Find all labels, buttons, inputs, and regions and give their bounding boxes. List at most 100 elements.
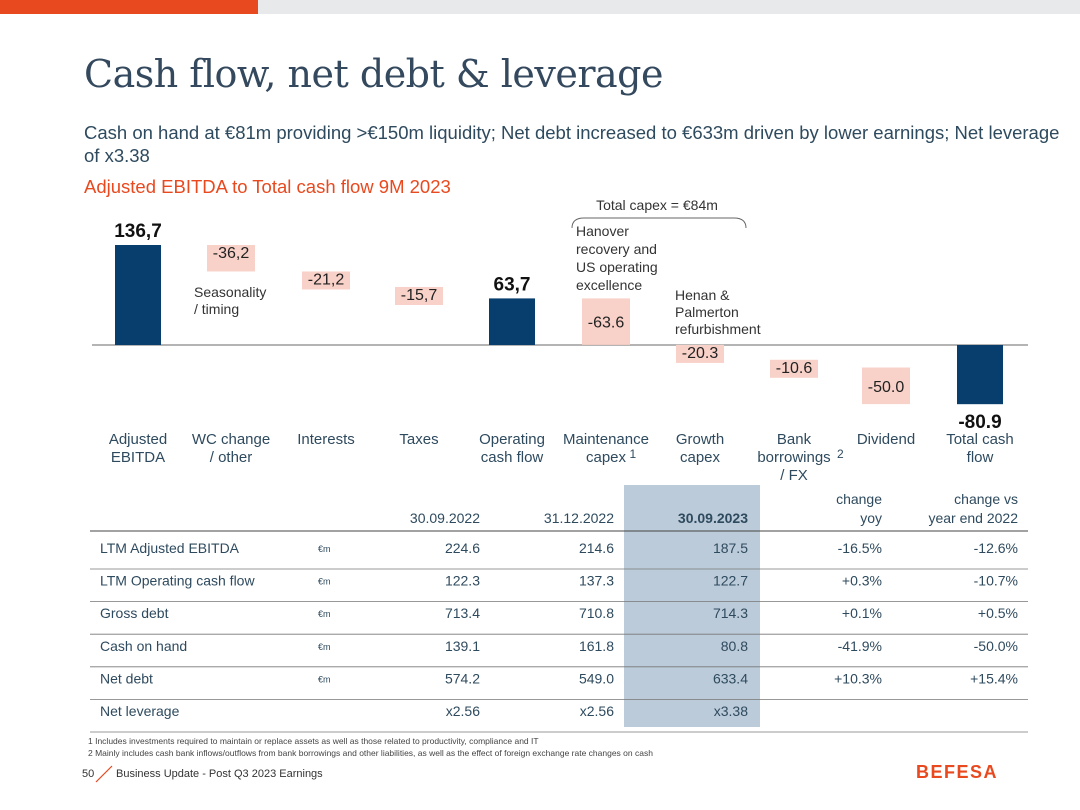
category-label-10: Total cash xyxy=(946,431,1014,448)
table-header-5: change xyxy=(836,491,882,507)
bar-total-1 xyxy=(115,245,161,345)
bar-delta-8 xyxy=(770,359,818,378)
value-label-7: -20.3 xyxy=(682,345,719,362)
table-cell: 549.0 xyxy=(579,670,614,686)
annotation-seasonality: Seasonality xyxy=(194,284,266,300)
bar-total-10 xyxy=(957,345,1003,405)
bar-delta-7 xyxy=(676,344,724,363)
category-superscript-6: 1 xyxy=(630,447,637,461)
annotation-seasonality: / timing xyxy=(194,301,239,317)
table-cell: -50.0% xyxy=(974,638,1018,654)
table-cell: x3.38 xyxy=(714,703,748,719)
table-row-unit: €m xyxy=(318,577,331,587)
table-cell: -10.7% xyxy=(974,573,1018,589)
chart-title: Adjusted EBITDA to Total cash flow 9M 20… xyxy=(84,176,451,197)
table-row-label: Gross debt xyxy=(100,605,169,621)
category-superscript-8: 2 xyxy=(837,447,844,461)
table-header-2: 30.09.2022 xyxy=(410,510,480,526)
highlight-column xyxy=(624,485,760,727)
page-subtitle: Cash on hand at €81m providing >€150m li… xyxy=(84,122,1060,166)
table-cell: 574.2 xyxy=(445,670,480,686)
table-row-unit: €m xyxy=(318,674,331,684)
page-title: Cash flow, net debt & leverage xyxy=(84,52,664,96)
category-label-8: borrowings xyxy=(757,449,830,466)
footer-text: Business Update - Post Q3 2023 Earnings xyxy=(116,768,323,780)
table-header-6: change vs xyxy=(954,491,1018,507)
category-label-1: Adjusted xyxy=(109,431,167,448)
value-label-1: 136,7 xyxy=(114,221,162,242)
table-cell: 714.3 xyxy=(713,605,748,621)
table-cell: 139.1 xyxy=(445,638,480,654)
table-cell: -16.5% xyxy=(838,540,882,556)
table-header-4: 30.09.2023 xyxy=(678,510,748,526)
table-cell: 122.7 xyxy=(713,573,748,589)
waterfall-chart: 136,7 -36,2 -21,2 -15,7 63,7 -63.6 -20.3 -10.6 -… xyxy=(92,197,1028,484)
table-header-3: 31.12.2022 xyxy=(544,510,614,526)
value-label-9: -50.0 xyxy=(868,379,905,396)
footnote-2: 2 Mainly includes cash bank inflows/outf… xyxy=(88,748,653,758)
table-cell: 122.3 xyxy=(445,573,480,589)
table-cell: -41.9% xyxy=(838,638,882,654)
category-label-7: Growth xyxy=(676,431,724,448)
category-label-3: Interests xyxy=(297,431,355,448)
top-bar xyxy=(258,0,1080,14)
bar-total-5 xyxy=(489,298,535,345)
table-row-label: LTM Operating cash flow xyxy=(100,573,255,589)
table-cell: 80.8 xyxy=(721,638,748,654)
table-cell: 710.8 xyxy=(579,605,614,621)
table-cell: 161.8 xyxy=(579,638,614,654)
annotation-total-capex: Total capex = €84m xyxy=(596,197,718,213)
value-label-10: -80.9 xyxy=(958,412,1001,433)
value-label-8: -10.6 xyxy=(776,360,813,377)
table-cell: +15.4% xyxy=(970,670,1018,686)
bar-delta-9 xyxy=(862,367,910,405)
table-cell: +10.3% xyxy=(834,670,882,686)
footnote-1: 1 Includes investments required to maint… xyxy=(88,736,539,746)
table-row-unit: €m xyxy=(318,544,331,554)
category-label-5: cash flow xyxy=(481,449,544,466)
table-row-label: Cash on hand xyxy=(100,638,187,654)
metrics-table: 30.09.2022 31.12.2022 30.09.2023 change yoy c… xyxy=(90,485,1028,733)
category-label-6: capex xyxy=(586,449,627,466)
annotation-henan: Palmerton xyxy=(675,304,739,320)
annotation-henan: refurbishment xyxy=(675,321,761,337)
table-cell: +0.1% xyxy=(842,605,882,621)
table-cell: 713.4 xyxy=(445,605,480,621)
value-label-3: -21,2 xyxy=(308,271,345,288)
bar-delta-3 xyxy=(302,271,350,290)
table-cell: x2.56 xyxy=(580,703,614,719)
category-label-10: flow xyxy=(967,449,994,466)
capex-bracket xyxy=(571,217,747,229)
category-label-4: Taxes xyxy=(399,431,438,448)
table-row-unit: €m xyxy=(318,609,331,619)
table-row-unit: €m xyxy=(318,642,331,652)
category-label-8: Bank xyxy=(777,431,812,448)
bar-delta-4 xyxy=(395,286,443,305)
category-label-8: / FX xyxy=(780,467,808,484)
table-cell: 187.5 xyxy=(713,540,748,556)
category-label-5: Operating xyxy=(479,431,545,448)
category-label-7: capex xyxy=(680,449,721,466)
table-row-label: Net debt xyxy=(100,670,153,686)
value-label-6: -63.6 xyxy=(588,315,625,332)
value-label-5: 63,7 xyxy=(494,274,531,295)
table-row-label: Net leverage xyxy=(100,703,180,719)
annotation-hanover: excellence xyxy=(576,277,642,293)
table-cell: +0.3% xyxy=(842,573,882,589)
table-cell: 137.3 xyxy=(579,573,614,589)
table-row-label: LTM Adjusted EBITDA xyxy=(100,540,240,556)
category-label-9: Dividend xyxy=(857,431,915,448)
category-label-2: / other xyxy=(210,449,253,466)
value-label-4: -15,7 xyxy=(401,287,438,304)
category-label-1: EBITDA xyxy=(111,449,165,466)
category-label-6: Maintenance xyxy=(563,431,649,448)
annotation-hanover: recovery and xyxy=(576,241,657,257)
bar-delta-6 xyxy=(582,298,630,345)
table-cell: 224.6 xyxy=(445,540,480,556)
top-accent-bar xyxy=(0,0,258,14)
befesa-logo: BEFESA xyxy=(916,762,999,782)
table-header-6: year end 2022 xyxy=(928,510,1018,526)
annotation-hanover: Hanover xyxy=(576,223,629,239)
footer-slash-icon xyxy=(95,765,113,783)
table-cell: 214.6 xyxy=(579,540,614,556)
